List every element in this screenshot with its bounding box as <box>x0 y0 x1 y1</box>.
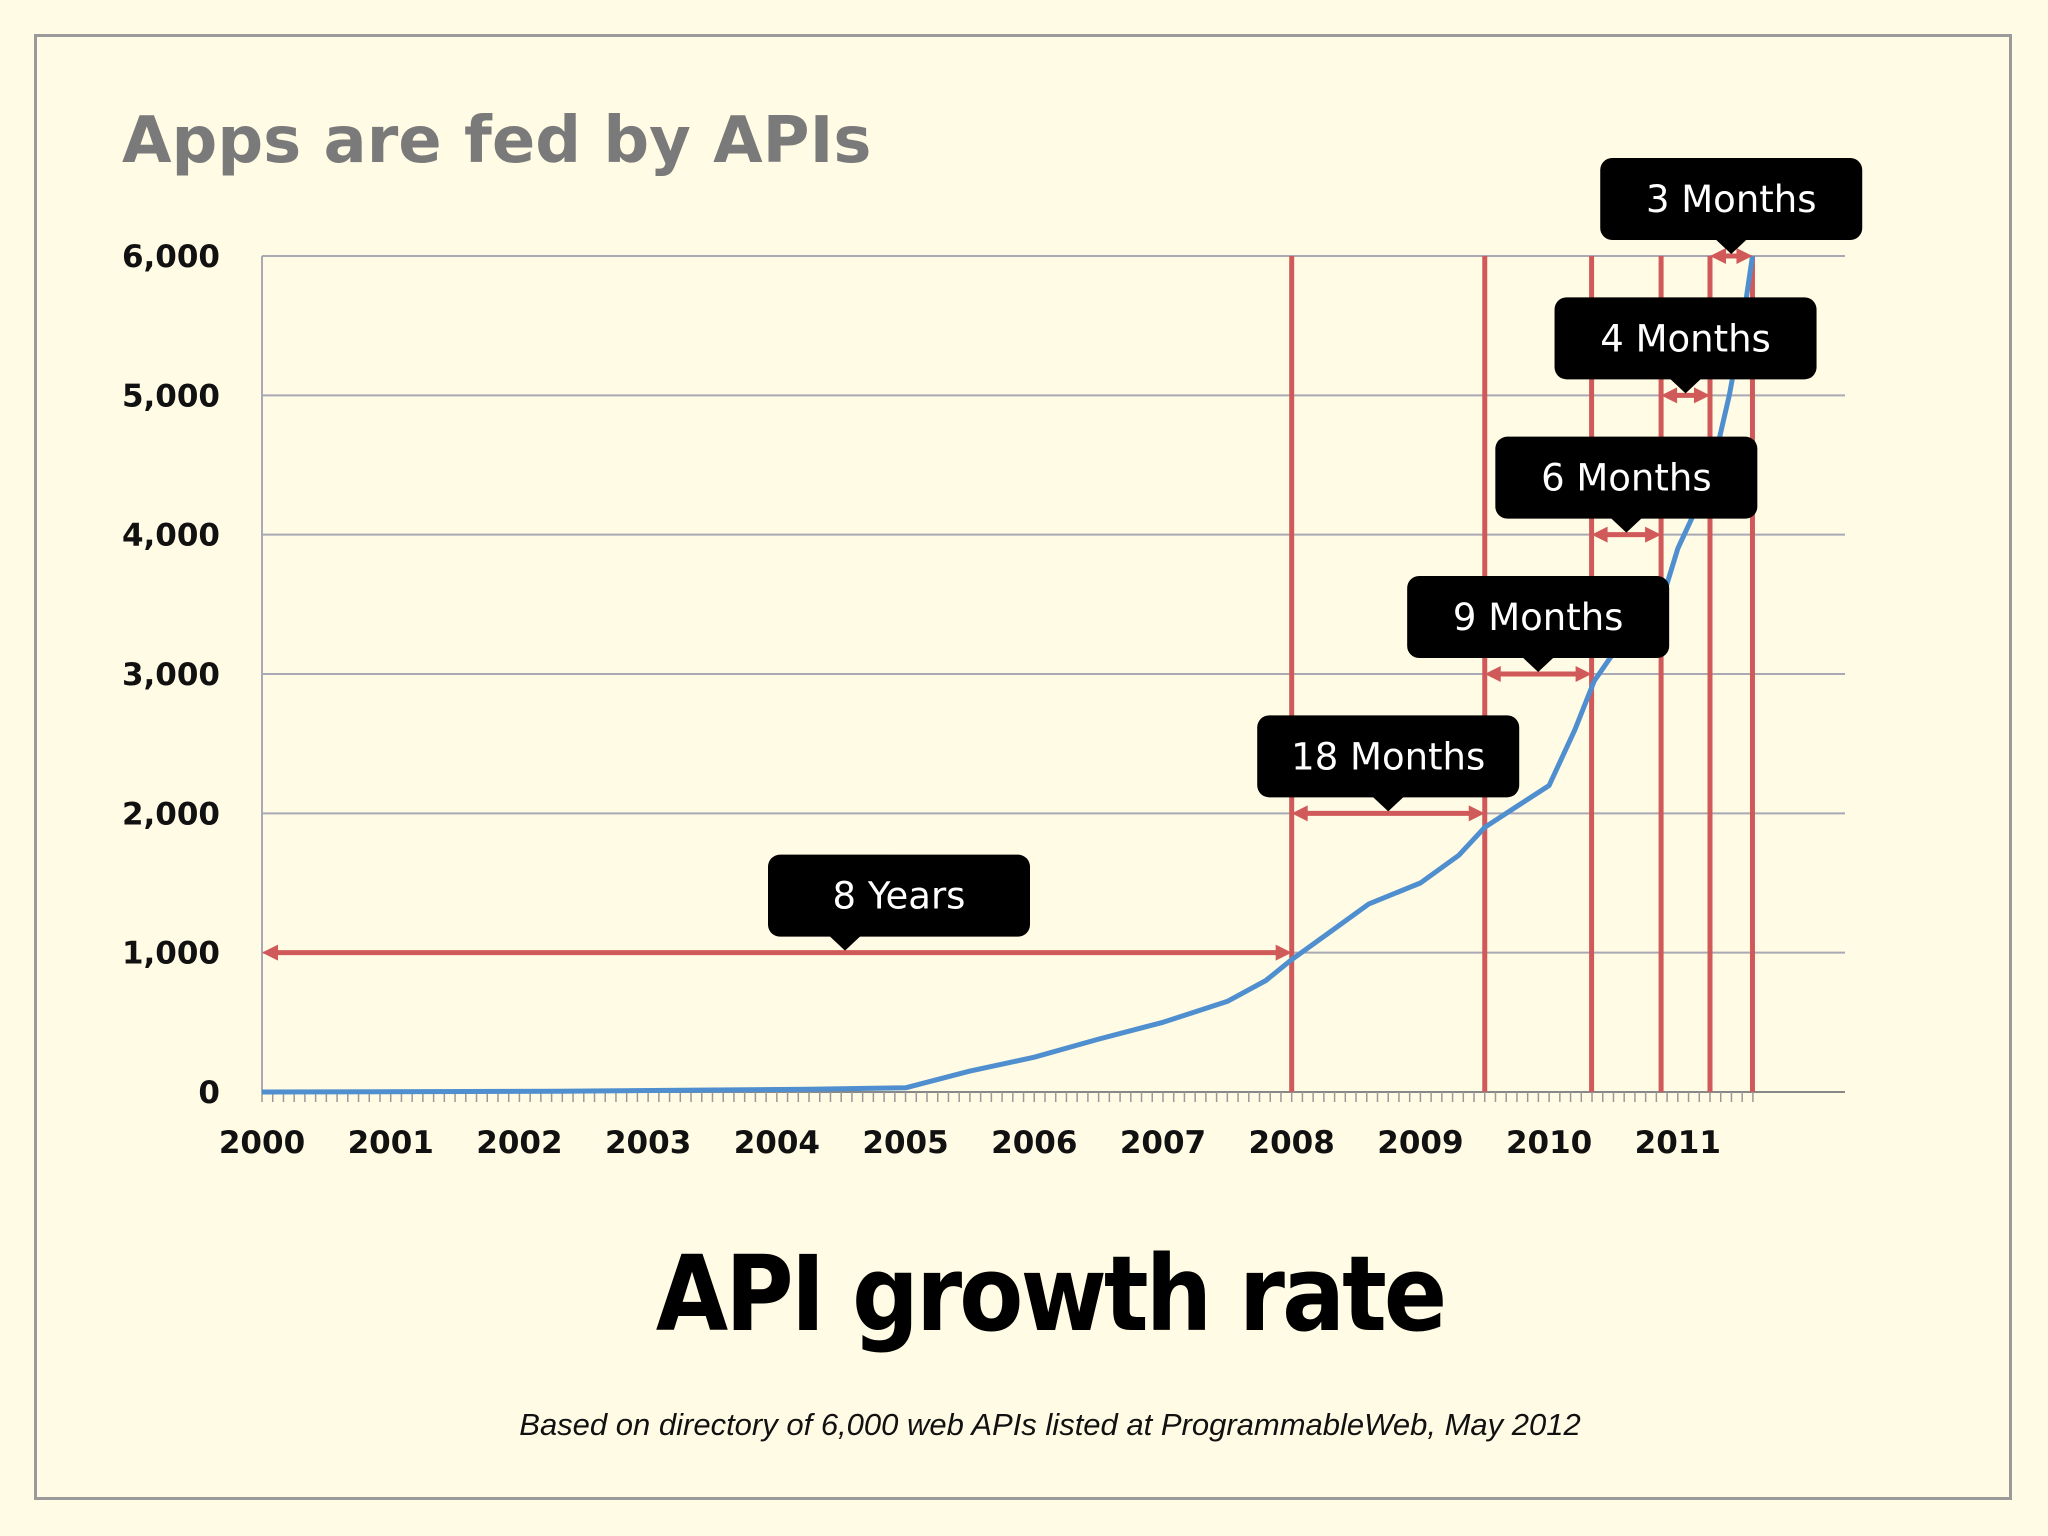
slide-title: Apps are fed by APIs <box>122 104 871 178</box>
callout-box <box>1257 715 1520 798</box>
callouts: 8 Years 18 Months 9 Months 6 Months 4 Months… <box>768 158 1863 951</box>
callout-box <box>1554 297 1817 380</box>
interval-arrow-head-right <box>1736 248 1753 264</box>
callout: 8 Years <box>768 854 1030 951</box>
callout: 6 Months <box>1495 436 1758 533</box>
callout: 3 Months <box>1600 158 1863 254</box>
x-tick-label: 2000 <box>219 1125 305 1161</box>
y-tick-label: 4,000 <box>122 518 220 554</box>
x-tick-label: 2004 <box>734 1125 820 1161</box>
y-tick-label: 3,000 <box>122 657 220 693</box>
y-tick-label: 1,000 <box>122 936 220 972</box>
interval-arrow-head-right <box>1468 805 1485 822</box>
interval-arrow-head-left <box>1591 526 1608 543</box>
slide-frame <box>34 34 2012 1500</box>
interval-arrow-head-right <box>1645 526 1662 543</box>
x-tick-label: 2006 <box>991 1125 1077 1161</box>
y-tick-label: 6,000 <box>122 239 220 275</box>
callout-label: 6 Months <box>1541 457 1712 500</box>
interval-arrow-head-right <box>1694 387 1710 404</box>
source-footnote: Based on directory of 6,000 web APIs lis… <box>519 1407 1580 1442</box>
chart-title: API growth rate <box>656 1233 1445 1355</box>
callout-pointer <box>1372 796 1405 812</box>
y-tick-label: 0 <box>198 1075 220 1111</box>
interval-arrow-head-right <box>1275 944 1292 961</box>
interval-arrow-head-left <box>1661 387 1678 404</box>
callout-box <box>1407 576 1670 658</box>
x-tick-label: 2001 <box>348 1125 434 1161</box>
callout: 4 Months <box>1554 297 1817 394</box>
callout-label: 4 Months <box>1600 317 1771 360</box>
x-tick-label: 2009 <box>1377 1125 1463 1161</box>
y-tick-label: 5,000 <box>122 378 220 414</box>
callout-box <box>768 854 1030 937</box>
callout-pointer <box>829 935 861 951</box>
x-tick-label: 2011 <box>1635 1125 1721 1161</box>
callout-pointer <box>1610 517 1643 533</box>
interval-arrow-head-left <box>1710 248 1726 264</box>
callout-label: 9 Months <box>1453 596 1624 639</box>
x-tick-label: 2007 <box>1120 1125 1206 1161</box>
callout: 18 Months <box>1257 715 1520 812</box>
callout-pointer <box>1715 239 1748 254</box>
callout-label: 18 Months <box>1291 735 1485 778</box>
interval-arrow-head-left <box>1484 666 1501 682</box>
callout-box <box>1495 436 1758 519</box>
interval-arrow-head-right <box>1575 666 1592 682</box>
x-tick-label: 2002 <box>476 1125 562 1161</box>
x-tick-label: 2003 <box>605 1125 691 1161</box>
interval-arrows <box>262 248 1753 961</box>
x-tick-label: 2008 <box>1249 1125 1335 1161</box>
axes <box>261 256 1845 1102</box>
x-tick-label: 2010 <box>1506 1125 1592 1161</box>
callout: 9 Months <box>1407 576 1670 672</box>
x-tick-label: 2005 <box>862 1125 948 1161</box>
interval-arrow-head-left <box>262 944 278 961</box>
callout-box <box>1600 158 1863 240</box>
y-tick-label: 2,000 <box>122 796 220 832</box>
callout-pointer <box>1522 657 1555 672</box>
callout-label: 8 Years <box>833 875 966 918</box>
tick-labels: 0 1,000 2,000 3,000 4,000 5,000 6,000 2000 2001 2… <box>122 239 1721 1161</box>
interval-arrow-head-left <box>1291 805 1308 822</box>
callout-pointer <box>1669 378 1702 394</box>
callout-label: 3 Months <box>1646 178 1817 221</box>
